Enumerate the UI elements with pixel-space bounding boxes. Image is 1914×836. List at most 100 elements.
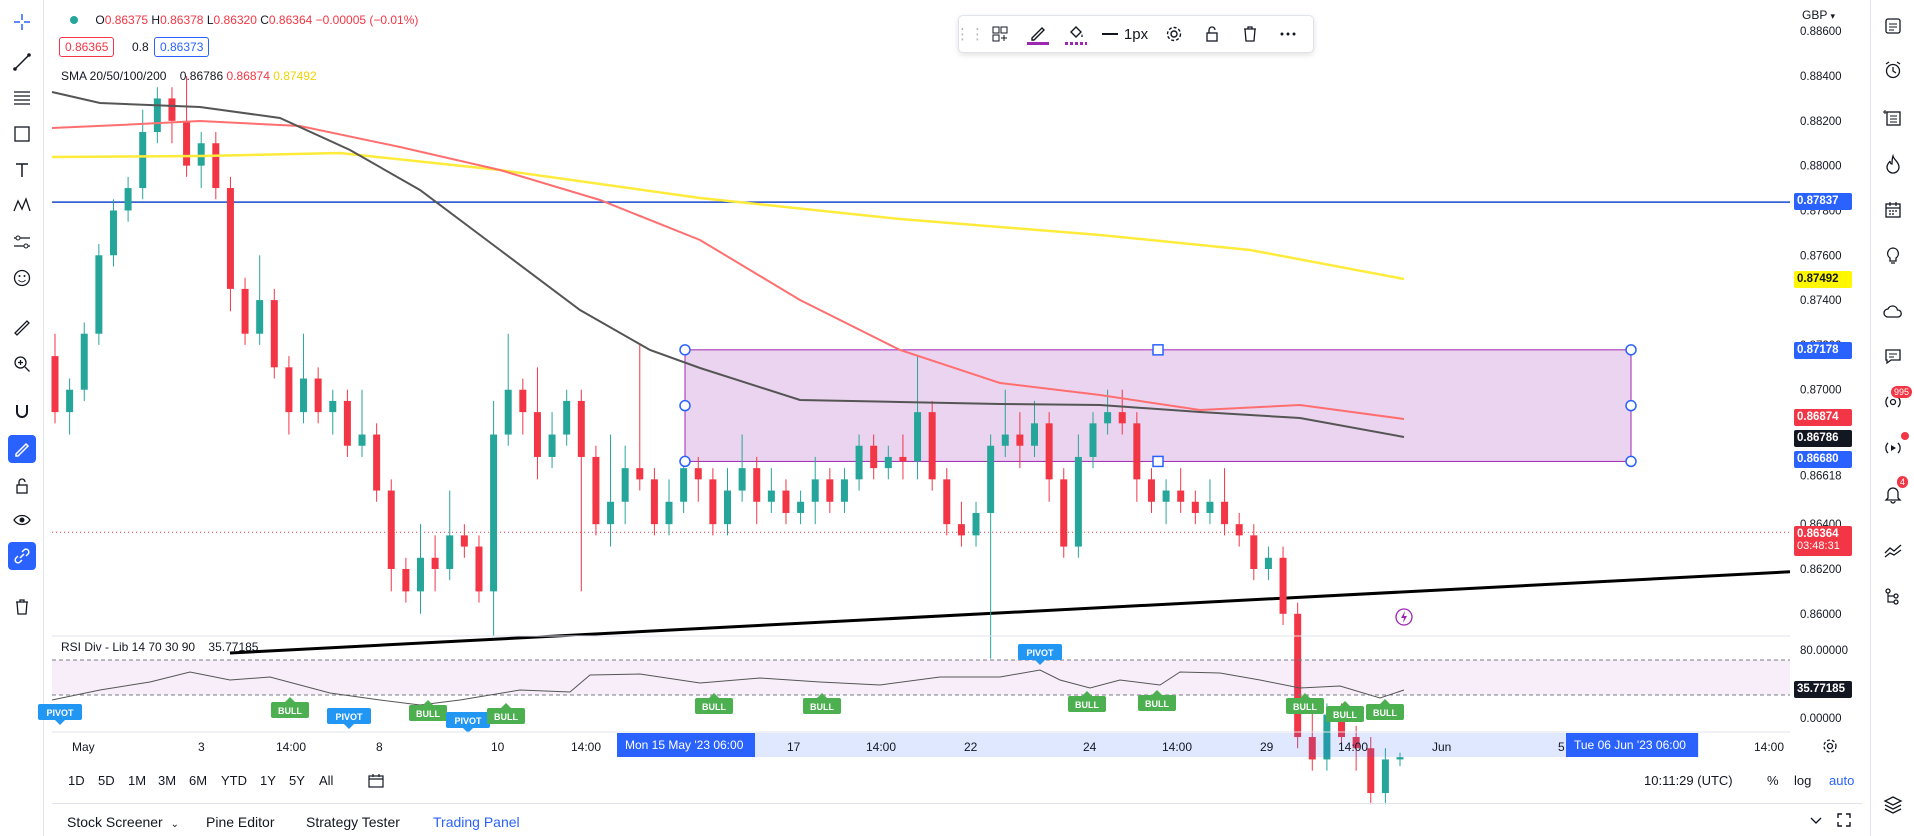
auto-scale-button[interactable]: auto — [1829, 773, 1855, 788]
candle-body — [987, 445, 995, 513]
bull-signal-label: BULL — [1293, 702, 1317, 712]
unlock-icon[interactable] — [1193, 15, 1231, 53]
rect-handle — [1625, 344, 1637, 356]
range-rectangle — [684, 349, 1632, 462]
zoom-in-icon[interactable] — [8, 350, 36, 378]
candle-body — [665, 501, 673, 525]
more-options-icon[interactable] — [1269, 15, 1307, 53]
sma200-value: 0.87492 — [273, 69, 317, 83]
bull-signal — [487, 708, 525, 724]
candle-body — [1323, 714, 1331, 760]
time-tick: 14:00 — [1338, 740, 1369, 754]
object-tree-icon[interactable] — [1879, 582, 1907, 610]
log-scale-button[interactable]: log — [1794, 773, 1812, 788]
time-tick: 14:00 — [1162, 740, 1193, 754]
rect-bottom-price-label: 0.86680 — [1794, 451, 1852, 468]
trading-panel-icon[interactable] — [1879, 536, 1907, 564]
sell-price-box[interactable]: 0.86365 — [59, 37, 115, 57]
rsi-value: 35.77185 — [208, 640, 259, 654]
text-tool-icon[interactable] — [8, 156, 36, 184]
candle-body — [241, 288, 249, 334]
range-1y-button[interactable]: 1Y — [260, 773, 276, 788]
candle-body — [577, 400, 585, 457]
delete-drawing-trash-icon[interactable] — [1231, 15, 1269, 53]
time-tick: 29 — [1260, 740, 1274, 754]
rectangle-shape-icon[interactable] — [8, 120, 36, 148]
range-5d-button[interactable]: 5D — [98, 773, 115, 788]
time-axis-settings-gear-icon[interactable] — [1822, 738, 1838, 759]
trend-line-icon[interactable] — [8, 48, 36, 76]
rect-handle — [1625, 399, 1637, 412]
template-icon[interactable] — [981, 15, 1019, 53]
clock-timezone[interactable]: 10:11:29 (UTC) — [1644, 773, 1733, 788]
prediction-tool-icon[interactable] — [8, 228, 36, 256]
candle-body — [358, 434, 366, 446]
live-stream-play-icon[interactable] — [1879, 434, 1907, 462]
notifications-bell-icon[interactable] — [1879, 480, 1907, 508]
tab-pine-editor[interactable]: Pine Editor — [206, 814, 275, 830]
alarm-clock-icon[interactable] — [1879, 56, 1907, 84]
candle-body — [870, 445, 878, 469]
sma-legend[interactable]: SMA 20/50/100/200 0.86786 0.86874 0.8749… — [61, 69, 317, 83]
currency-selector[interactable]: GBP ▾ — [1802, 8, 1835, 22]
data-window-icon[interactable] — [1879, 104, 1907, 132]
range-5y-button[interactable]: 5Y — [289, 773, 305, 788]
signal-pointer — [55, 720, 65, 725]
trash-icon[interactable] — [8, 593, 36, 621]
sync-drawings-link-icon[interactable] — [8, 542, 36, 570]
range-6m-button[interactable]: 6M — [189, 773, 208, 788]
sma20-line — [51, 91, 1405, 438]
streams-cloud-icon[interactable] — [1879, 298, 1907, 326]
settings-gear-icon[interactable] — [1155, 15, 1193, 53]
ruler-icon[interactable] — [8, 314, 36, 342]
layers-icon[interactable] — [1879, 790, 1907, 818]
range-all-button[interactable]: All — [319, 773, 334, 788]
range-3m-button[interactable]: 3M — [158, 773, 177, 788]
range-1d-button[interactable]: 1D — [68, 773, 85, 788]
range-ytd-button[interactable]: YTD — [221, 773, 247, 788]
bull-signal-label: BULL — [1373, 708, 1397, 718]
bull-signal — [1138, 695, 1176, 711]
tab-trading-panel[interactable]: Trading Panel — [433, 814, 520, 830]
rsi-legend[interactable]: RSI Div - Lib 14 70 30 90 35.77185 — [61, 640, 258, 654]
emoji-icon[interactable] — [8, 264, 36, 292]
watchlist-icon[interactable] — [1879, 12, 1907, 40]
hotlist-flame-icon[interactable] — [1879, 150, 1907, 178]
calendar-icon[interactable] — [1879, 196, 1907, 224]
fib-retracement-icon[interactable] — [8, 84, 36, 112]
range-1m-button[interactable]: 1M — [128, 773, 147, 788]
bull-signal — [271, 702, 309, 718]
line-width-selector[interactable]: 1px — [1095, 15, 1155, 53]
candle-body — [811, 479, 819, 502]
time-tick: 22 — [964, 740, 978, 754]
fill-color-bucket-icon[interactable] — [1057, 15, 1095, 53]
tab-stock-screener[interactable]: Stock Screener ⌄ — [67, 814, 179, 830]
buy-price-box[interactable]: 0.86373 — [154, 37, 210, 57]
ideas-lightbulb-icon[interactable] — [1879, 242, 1907, 270]
goto-date-icon[interactable] — [368, 773, 386, 794]
magnet-icon[interactable] — [8, 398, 36, 426]
bull-signal-label: BULL — [1333, 710, 1357, 720]
line-color-pencil-icon[interactable] — [1019, 15, 1057, 53]
collapse-panel-icon[interactable] — [1808, 812, 1824, 833]
rect-handle — [1152, 455, 1164, 468]
lock-drawings-icon[interactable] — [8, 472, 36, 500]
maximize-panel-icon[interactable] — [1836, 812, 1852, 833]
pivot-signal — [1018, 644, 1062, 660]
chat-icon[interactable] — [1879, 342, 1907, 370]
pattern-tool-icon[interactable] — [8, 192, 36, 220]
candle-body — [183, 120, 191, 166]
tab-strategy-tester[interactable]: Strategy Tester — [306, 814, 400, 830]
signal-pointer — [817, 693, 827, 698]
percent-scale-button[interactable]: % — [1767, 773, 1779, 788]
candle-body — [1294, 613, 1302, 738]
crosshair-icon[interactable] — [8, 8, 36, 36]
range-start-time-label: Mon 15 May '23 06:00 — [617, 733, 755, 757]
eye-icon[interactable] — [8, 506, 36, 534]
bull-signal-label: BULL — [702, 702, 726, 712]
close-value: 0.86364 — [268, 13, 313, 27]
bull-signal — [1366, 704, 1404, 720]
drag-handle-icon[interactable]: ⋮⋮ — [955, 26, 985, 43]
stay-in-drawing-mode-icon[interactable] — [8, 435, 36, 463]
